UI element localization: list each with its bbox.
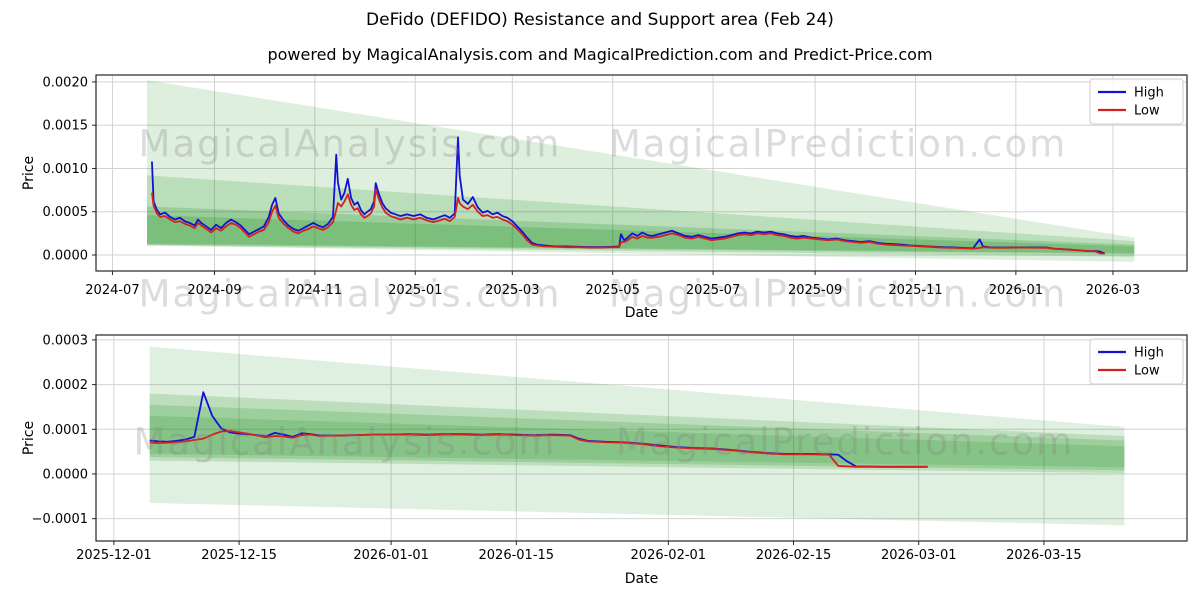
support-resistance-band xyxy=(149,393,1125,474)
legend-high-label: High xyxy=(1134,346,1164,361)
legend-box xyxy=(1089,338,1184,385)
support-resistance-band xyxy=(147,206,1135,255)
watermark-analysis: MagicalAnalysis.com xyxy=(134,421,557,464)
chart-subtitle: powered by MagicalAnalysis.com and Magic… xyxy=(267,45,933,64)
plot-area-0 xyxy=(147,80,1135,262)
watermark-analysis: MagicalAnalysis.com xyxy=(139,123,562,166)
x-tick-label: 2026-02-01 xyxy=(631,548,707,563)
watermark-prediction: MagicalPrediction.com xyxy=(609,273,1067,316)
x-tick-label: 2024-11 xyxy=(288,283,342,298)
x-tick-label: 2025-07 xyxy=(686,283,740,298)
y-tick-label: 0.0015 xyxy=(43,119,89,134)
y-tick-label: 0.0000 xyxy=(43,467,89,482)
x-tick-label: 2025-03 xyxy=(485,283,539,298)
y-tick-label: 0.0010 xyxy=(43,162,89,177)
plot-frame xyxy=(95,334,1188,542)
plot-area-1 xyxy=(149,346,1125,526)
plot-frame xyxy=(95,74,1188,272)
legend-low-label: Low xyxy=(1134,104,1160,119)
x-tick-label: 2025-11 xyxy=(888,283,942,298)
y-axis-label: Price xyxy=(21,421,37,455)
x-tick-label: 2024-07 xyxy=(85,283,139,298)
x-axis-label: Date xyxy=(625,571,658,587)
support-resistance-band xyxy=(149,415,1125,468)
low-line xyxy=(151,188,1105,255)
y-tick-label: −0.0001 xyxy=(32,512,88,527)
x-tick-label: 2026-03 xyxy=(1086,283,1140,298)
x-tick-label: 2025-09 xyxy=(788,283,842,298)
x-tick-label: 2025-12-01 xyxy=(76,548,152,563)
x-tick-label: 2026-03-15 xyxy=(1006,548,1082,563)
support-resistance-band xyxy=(147,175,1135,257)
support-resistance-band xyxy=(149,404,1125,471)
x-tick-label: 2026-02-15 xyxy=(756,548,832,563)
chart-title: DeFido (DEFIDO) Resistance and Support a… xyxy=(366,10,834,30)
y-tick-label: 0.0001 xyxy=(43,423,89,438)
legend-box xyxy=(1089,78,1184,125)
low-line xyxy=(149,430,928,468)
watermark-prediction: MagicalPrediction.com xyxy=(616,421,1074,464)
x-tick-label: 2025-05 xyxy=(586,283,640,298)
x-tick-label: 2026-01-01 xyxy=(353,548,429,563)
x-tick-label: 2024-09 xyxy=(187,283,241,298)
x-tick-label: 2026-01-15 xyxy=(479,548,555,563)
x-axis-label: Date xyxy=(625,305,658,321)
x-tick-label: 2025-12-15 xyxy=(201,548,277,563)
support-resistance-band xyxy=(149,346,1125,526)
x-tick-label: 2026-01 xyxy=(989,283,1043,298)
x-tick-label: 2025-01 xyxy=(388,283,442,298)
y-tick-label: 0.0002 xyxy=(43,378,89,393)
legend-high-label: High xyxy=(1134,86,1164,101)
y-axis-label: Price xyxy=(21,156,37,190)
x-tick-label: 2026-03-01 xyxy=(881,548,957,563)
y-tick-label: 0.0000 xyxy=(43,248,89,263)
y-tick-label: 0.0020 xyxy=(43,75,89,90)
y-tick-label: 0.0003 xyxy=(43,333,89,348)
watermark-prediction: MagicalPrediction.com xyxy=(609,123,1067,166)
legend-low-label: Low xyxy=(1134,364,1160,379)
y-tick-label: 0.0005 xyxy=(43,205,89,220)
watermark-analysis: MagicalAnalysis.com xyxy=(139,273,562,316)
